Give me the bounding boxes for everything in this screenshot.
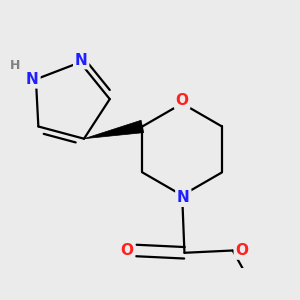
Text: N: N xyxy=(26,72,39,87)
Text: O: O xyxy=(121,243,134,258)
Text: N: N xyxy=(177,190,190,205)
Polygon shape xyxy=(84,120,144,139)
Text: O: O xyxy=(176,92,189,107)
Text: O: O xyxy=(236,243,248,258)
Text: H: H xyxy=(10,59,20,72)
Text: N: N xyxy=(75,52,88,68)
